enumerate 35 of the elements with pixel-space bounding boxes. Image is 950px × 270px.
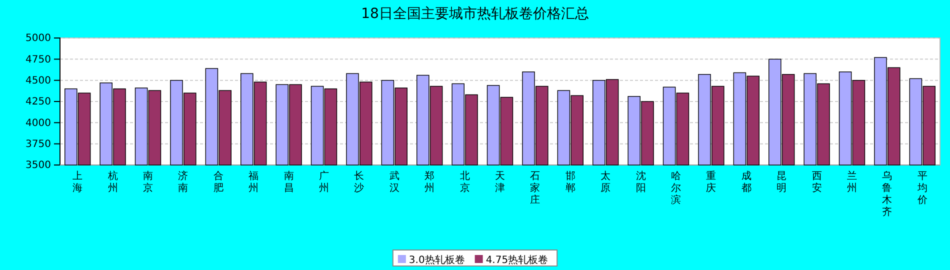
y-tick-label: 4500: [26, 76, 51, 87]
x-tick-label: 哈尔滨: [671, 170, 681, 206]
x-tick-label: 天津: [495, 171, 505, 194]
x-tick-label: 成都: [741, 170, 752, 194]
x-tick-label: 沈阳: [636, 170, 646, 194]
chart-title: 18日全国主要城市热轧板卷价格汇总: [361, 6, 589, 22]
legend-label: 3.0热轧板卷: [408, 254, 465, 266]
x-tick-label: 太原: [600, 170, 611, 194]
x-tick-label: 平均价: [916, 171, 928, 206]
x-tick-label: 北京: [460, 170, 470, 194]
x-tick-label: 乌鲁木齐: [882, 170, 892, 218]
x-tick-label: 昆明: [776, 171, 787, 194]
x-tick-label: 杭州: [106, 170, 118, 194]
x-tick-label: 长沙: [354, 170, 364, 194]
x-tick-label: 广州: [319, 170, 329, 194]
x-tick-label: 福州: [248, 170, 259, 194]
y-tick-label: 3500: [26, 160, 51, 172]
x-tick-label: 南昌: [284, 170, 294, 194]
x-tick-label: 上海: [72, 170, 83, 194]
x-tick-label: 济南: [178, 170, 188, 194]
x-tick-label: 南京: [143, 170, 153, 194]
legend-label: 4.75热轧板卷: [486, 254, 548, 266]
x-tick-label: 石家庄: [530, 171, 540, 206]
x-tick-label: 合肥: [213, 170, 224, 194]
y-tick-label: 4750: [26, 54, 51, 66]
x-tick-label: 重庆: [706, 170, 716, 194]
x-tick-label: 兰州: [847, 170, 857, 194]
x-tick-label: 郑州: [424, 170, 435, 194]
x-tick-label: 邯郸: [565, 170, 576, 194]
y-tick-label: 5000: [26, 33, 51, 44]
y-tick-label: 4250: [26, 96, 51, 108]
x-tick-label: 西安: [812, 171, 822, 194]
y-tick-label: 3750: [26, 139, 51, 150]
x-tick-label: 武汉: [389, 170, 400, 194]
y-tick-label: 4000: [26, 118, 51, 129]
